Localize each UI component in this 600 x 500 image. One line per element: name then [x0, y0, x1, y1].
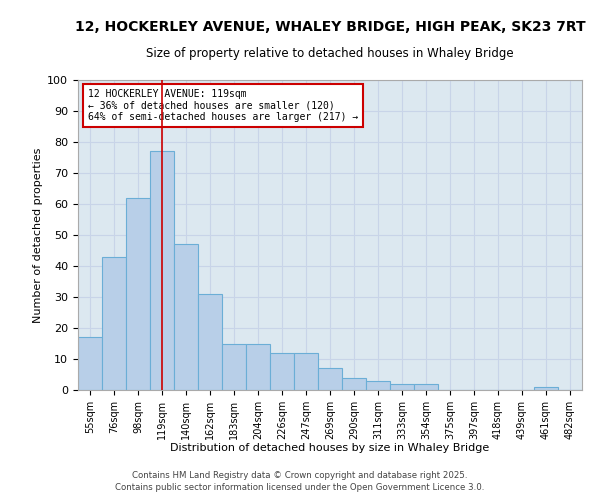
- Text: Contains HM Land Registry data © Crown copyright and database right 2025.: Contains HM Land Registry data © Crown c…: [132, 471, 468, 480]
- Bar: [534, 387, 558, 390]
- Bar: [126, 198, 150, 390]
- Bar: [198, 294, 222, 390]
- Text: 12 HOCKERLEY AVENUE: 119sqm
← 36% of detached houses are smaller (120)
64% of se: 12 HOCKERLEY AVENUE: 119sqm ← 36% of det…: [88, 90, 358, 122]
- Bar: [342, 378, 366, 390]
- Bar: [294, 353, 318, 390]
- Text: Contains public sector information licensed under the Open Government Licence 3.: Contains public sector information licen…: [115, 484, 485, 492]
- X-axis label: Distribution of detached houses by size in Whaley Bridge: Distribution of detached houses by size …: [170, 444, 490, 454]
- Bar: [246, 344, 270, 390]
- Bar: [270, 353, 294, 390]
- Bar: [366, 380, 390, 390]
- Y-axis label: Number of detached properties: Number of detached properties: [33, 148, 43, 322]
- Bar: [222, 344, 246, 390]
- Bar: [414, 384, 438, 390]
- Bar: [390, 384, 414, 390]
- Bar: [78, 338, 102, 390]
- Bar: [318, 368, 342, 390]
- Text: Size of property relative to detached houses in Whaley Bridge: Size of property relative to detached ho…: [146, 48, 514, 60]
- Text: 12, HOCKERLEY AVENUE, WHALEY BRIDGE, HIGH PEAK, SK23 7RT: 12, HOCKERLEY AVENUE, WHALEY BRIDGE, HIG…: [74, 20, 586, 34]
- Bar: [102, 256, 126, 390]
- Bar: [174, 244, 198, 390]
- Bar: [150, 152, 174, 390]
